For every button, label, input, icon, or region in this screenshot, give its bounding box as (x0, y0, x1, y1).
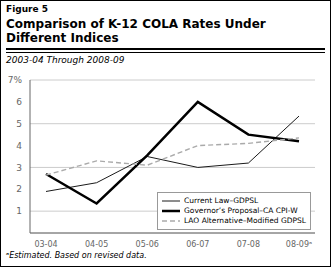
svg-text:05-06: 05-06 (136, 240, 159, 249)
svg-text:1: 1 (16, 206, 22, 216)
svg-text:3: 3 (16, 163, 22, 173)
html-text:Comparison of K-12 COLA Rates: Comparison of K-12 COLA Rates Under Diff… (6, 17, 266, 45)
svg-text:7%: 7% (8, 75, 22, 85)
html-text:LAO Alternative–Modified GDPSL: LAO Alternative–Modified GDPSL (184, 216, 306, 225)
svg-text:04-05: 04-05 (85, 240, 108, 249)
svg-text:2: 2 (16, 184, 22, 194)
svg-text:08-09ᵃ: 08-09ᵃ (286, 240, 312, 249)
svg-text:6: 6 (16, 97, 22, 107)
html-text:2003-04 Through 2008-09: 2003-04 Through 2008-09 (6, 55, 125, 65)
html-text:Governor’s Proposal–CA CPI-W: Governor’s Proposal–CA CPI-W (184, 206, 298, 215)
svg-text:03-04: 03-04 (34, 240, 57, 249)
html-text:ᵃEstimated. Based on revised d: ᵃEstimated. Based on revised data. (6, 251, 147, 260)
svg-text:4: 4 (16, 141, 22, 151)
html-text:Figure 5: Figure 5 (6, 4, 48, 14)
svg-text:06-07: 06-07 (186, 240, 209, 249)
svg-text:5: 5 (16, 119, 22, 129)
html-text:Current Law–GDPSL: Current Law–GDPSL (184, 196, 259, 205)
svg-text:07-08: 07-08 (237, 240, 260, 249)
